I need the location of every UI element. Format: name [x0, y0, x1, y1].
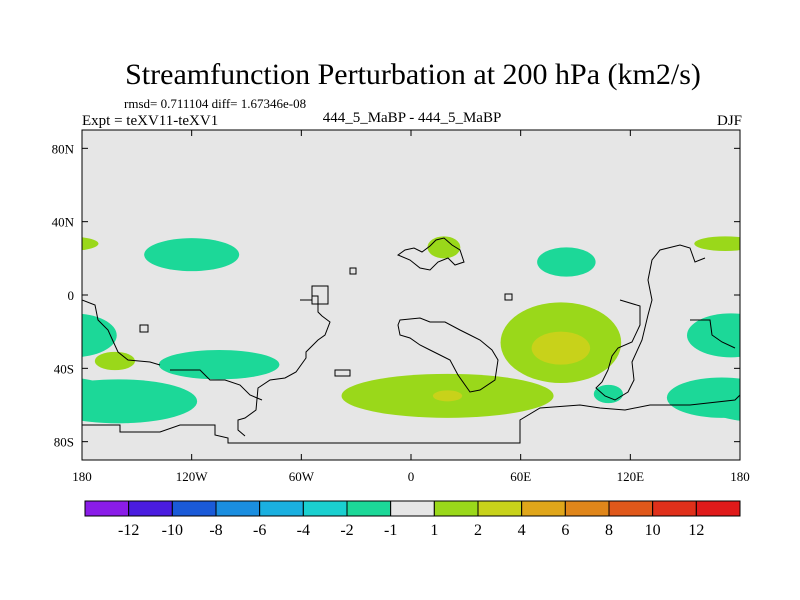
- coastline-asia-east: [595, 244, 706, 401]
- colorbar-label: 8: [605, 522, 613, 539]
- colorbar-label: 4: [518, 522, 526, 539]
- coastline-central-america: [170, 369, 263, 401]
- colorbar-label: 2: [474, 522, 482, 539]
- contour-region-east-pacific-negative: [82, 378, 119, 417]
- contour-region-north-pacific-negative: [144, 238, 240, 272]
- coastline-antarctica: [82, 394, 740, 444]
- contour-region-east-pacific-negative: [666, 377, 740, 418]
- right-subtitle: DJF: [717, 113, 742, 129]
- colorbar-swatch: [477, 500, 523, 517]
- field-layer: [82, 236, 793, 424]
- x-tick-label: 0: [408, 469, 415, 484]
- contour-region-japan-positive: [694, 236, 740, 251]
- coastline-north-pacific-islands: [82, 299, 161, 366]
- x-tick-label: 120E: [617, 469, 645, 484]
- colorbar-swatch: [215, 500, 261, 517]
- colorbar-swatch: [259, 500, 304, 517]
- colorbar-swatch: [433, 500, 479, 517]
- chart-title: Streamfunction Perturbation at 200 hPa (…: [125, 58, 701, 91]
- colorbar-swatch: [564, 500, 610, 517]
- colorbar-swatch: [695, 500, 741, 517]
- colorbar-label: -10: [162, 522, 183, 539]
- colorbar-label: -8: [209, 522, 222, 539]
- center-subtitle: 444_5_MaBP - 444_5_MaBP: [323, 110, 502, 126]
- coastline-small-3: [349, 267, 357, 275]
- colorbar-swatch: [390, 500, 435, 517]
- y-tick-label: 40S: [54, 361, 74, 376]
- coastline-australia-north: [690, 319, 736, 349]
- colorbar-label: 12: [688, 522, 704, 539]
- colorbar-label: -12: [118, 522, 139, 539]
- contour-region-mediterranean-positive: [427, 236, 461, 259]
- axes-layer: 180 120W 60W 0 60E 120E 180 80N 40N 0 40S 80S: [52, 130, 750, 484]
- colorbar-swatch: [521, 500, 566, 517]
- contour-region-central-pacific-negative: [82, 313, 117, 357]
- y-tick-label: 40N: [52, 215, 75, 230]
- x-tick-label: 120W: [176, 469, 209, 484]
- y-tick-label: 80N: [52, 141, 75, 156]
- contour-region-central-pacific-negative: [687, 313, 740, 358]
- contour-region-japan-positive: [82, 237, 99, 251]
- x-tick-label: 180: [730, 469, 750, 484]
- y-tick-label: 80S: [54, 435, 74, 450]
- coastline-small-1: [311, 285, 329, 305]
- coastline-small-5: [334, 369, 351, 377]
- contour-region-south-pacific-negative: [158, 350, 280, 380]
- contour-region-south-atlantic-positive-core: [432, 390, 463, 402]
- coastline-europe: [396, 237, 465, 271]
- contour-region-south-america-west-positive: [753, 352, 793, 370]
- coastline-small-4: [504, 293, 513, 301]
- contour-region-southern-ocean-negative: [82, 379, 198, 424]
- coastline-africa: [397, 317, 499, 393]
- coastline-small-2: [139, 324, 149, 333]
- colorbar-swatch: [84, 500, 130, 517]
- y-tick-label: 0: [68, 288, 75, 303]
- colorbar-swatch: [652, 500, 697, 517]
- coastline-layer: [82, 237, 740, 444]
- contour-region-south-america-west-positive: [94, 351, 136, 371]
- colorbar-swatch: [608, 500, 654, 517]
- stats-text: rmsd= 0.711104 diff= 1.67346e-08: [124, 96, 306, 111]
- coastline-south-america: [237, 295, 331, 437]
- colorbar-label: 6: [561, 522, 569, 539]
- colorbar: -12 -10 -8 -6 -4 -2 -1 1 2 4 6 8 10 12: [84, 500, 741, 539]
- x-tick-label: 60E: [510, 469, 531, 484]
- colorbar-swatch: [302, 500, 348, 517]
- colorbar-swatch: [346, 500, 392, 517]
- colorbar-label: 10: [645, 522, 661, 539]
- contour-region-indian-ocean-positive-core: [531, 331, 591, 365]
- contour-region-indian-ocean-south-negative: [593, 384, 624, 404]
- colorbar-swatch: [128, 500, 173, 517]
- left-subtitle: Expt = teXV11-teXV1: [82, 113, 218, 129]
- contour-region-asia-negative: [537, 247, 596, 277]
- colorbar-label: -6: [253, 522, 266, 539]
- colorbar-label: -2: [340, 522, 353, 539]
- colorbar-label: 1: [430, 522, 438, 539]
- x-tick-label: 180: [72, 469, 92, 484]
- x-tick-label: 60W: [289, 469, 315, 484]
- colorbar-swatch: [171, 500, 217, 517]
- colorbar-label: -4: [297, 522, 310, 539]
- colorbar-label: -1: [384, 522, 397, 539]
